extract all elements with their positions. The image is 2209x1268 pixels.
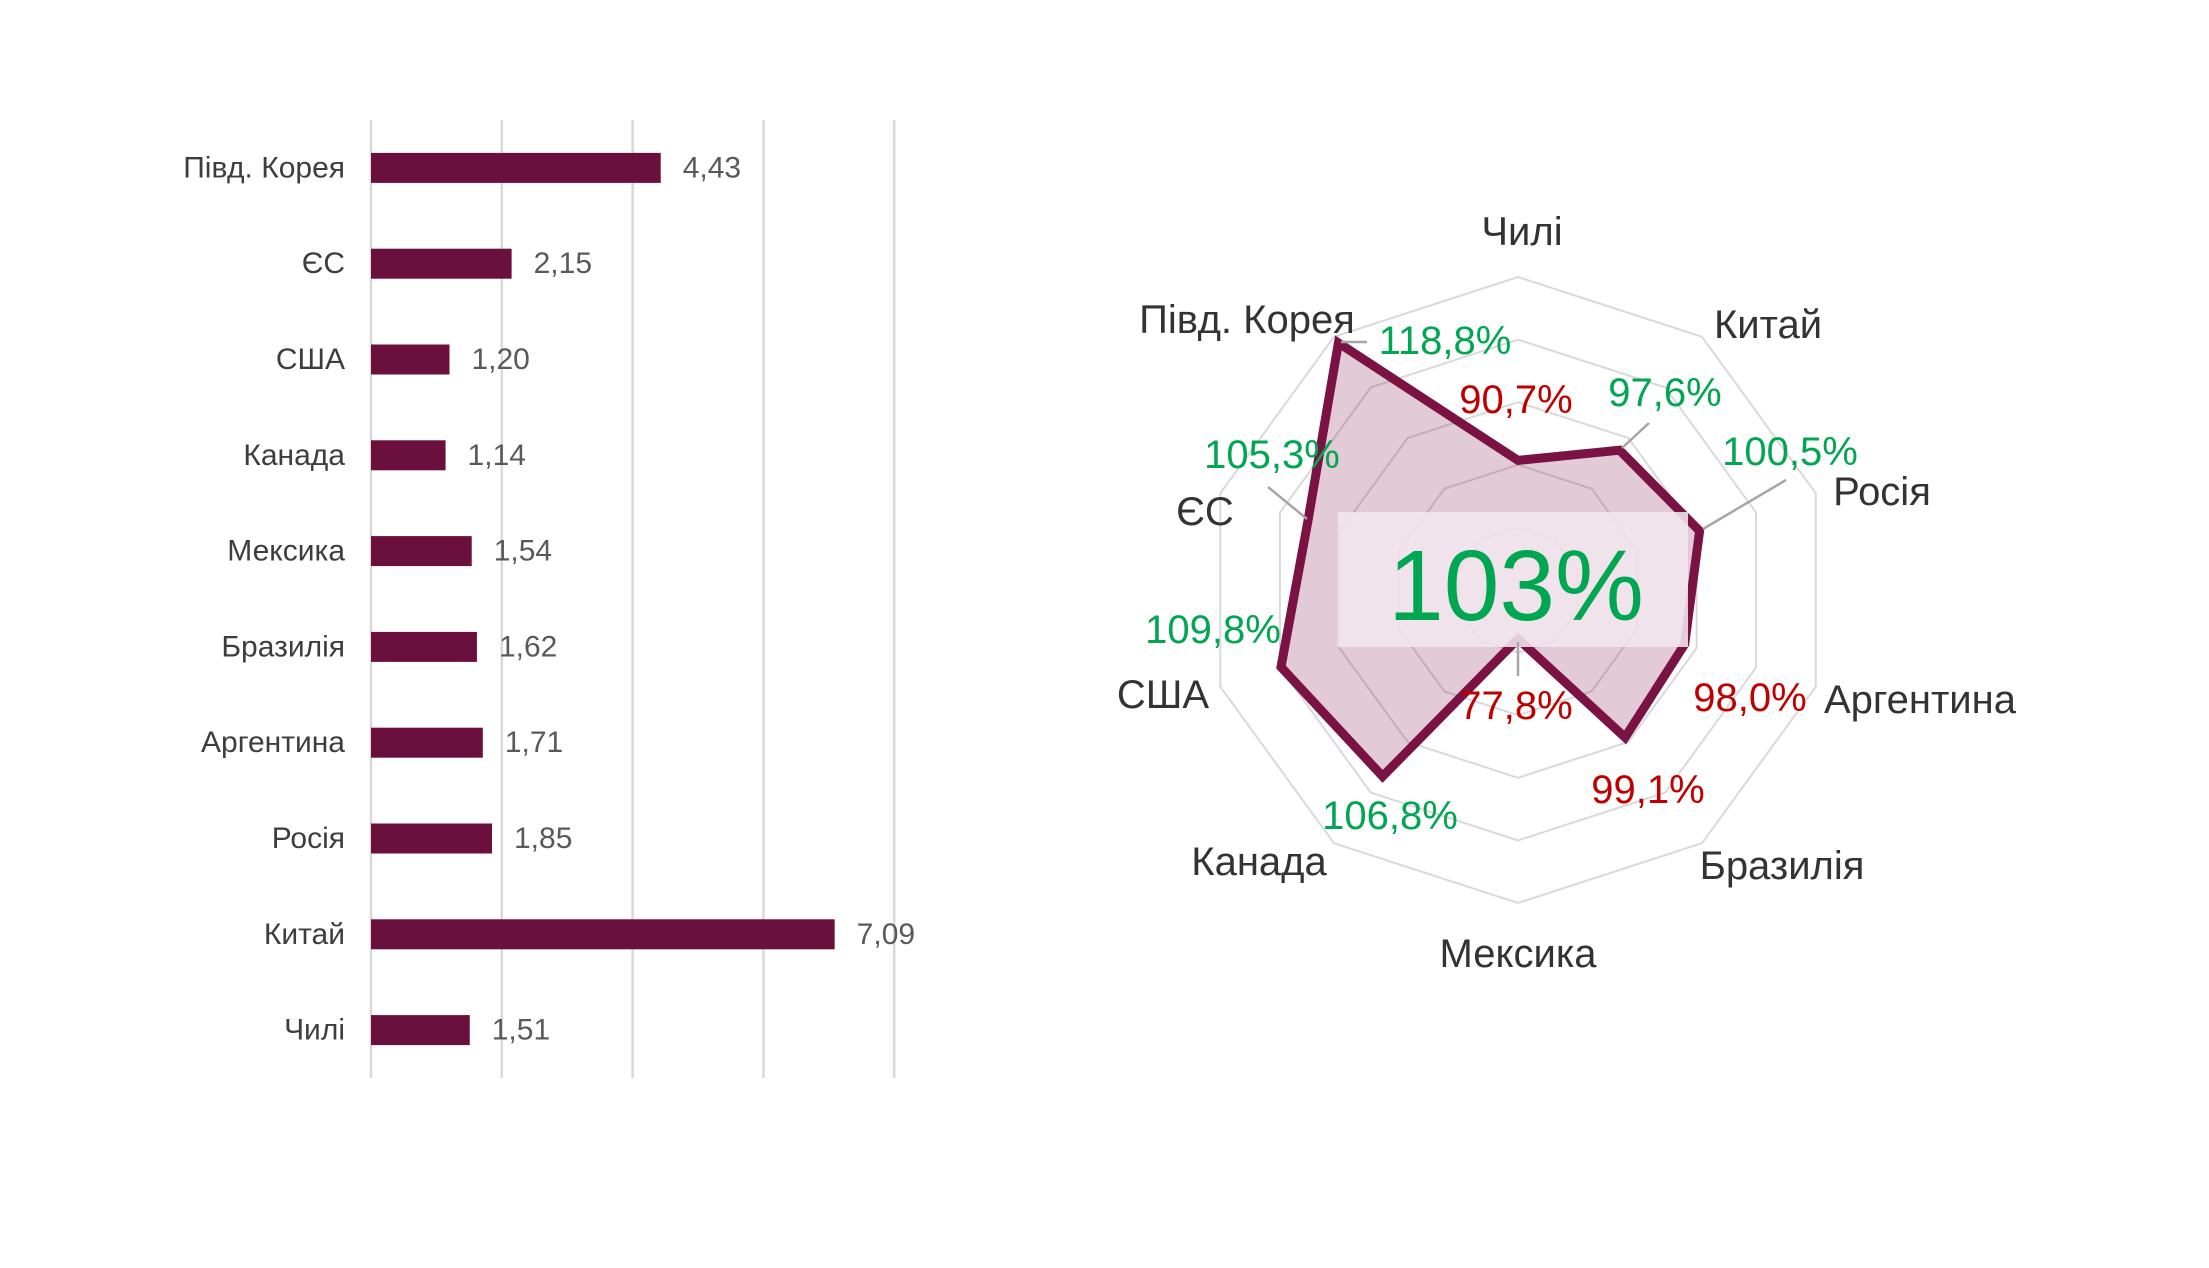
- radar-ring: [1278, 338, 1758, 842]
- bar-chart: Півд. Корея 4,43 ЄС 2,15 США 1,20 Канада 1,14 Ме…: [183, 120, 915, 1078]
- radar-category-label: Аргентина: [1824, 678, 2017, 722]
- radar-category-label: ЄС: [1176, 490, 1234, 534]
- radar-value-label: 118,8%: [1379, 319, 1512, 363]
- leader-line: [1267, 486, 1308, 520]
- radar-category-label: Бразилія: [1700, 844, 1865, 888]
- bar-value-label: 7,09: [857, 918, 915, 951]
- radar-center-label: 103%: [1388, 530, 1644, 642]
- bar-value-label: 1,54: [494, 535, 552, 568]
- bar-category-label: США: [276, 343, 345, 376]
- radar-category-label: Чилі: [1481, 210, 1562, 254]
- bar-category-label: Чилі: [284, 1014, 345, 1047]
- bar-category-label: Півд. Корея: [183, 151, 345, 184]
- radar-value-label: 90,7%: [1459, 378, 1572, 422]
- radar-chart: 103% Чилі Китай Росія Аргентина Бразилія Мекси…: [1117, 210, 2017, 976]
- bar-value-label: 1,62: [499, 630, 557, 663]
- bar-category-label: Китай: [264, 918, 345, 951]
- leader-line: [1702, 478, 1787, 531]
- bar-category-label: Бразилія: [221, 630, 345, 663]
- radar-value-label: 105,3%: [1204, 433, 1340, 477]
- radar-value-label: 106,8%: [1322, 794, 1458, 838]
- bar-category-label: ЄС: [302, 247, 345, 280]
- bar: [371, 152, 661, 183]
- radar-category-label: Мексика: [1440, 932, 1598, 976]
- radar-category-label: Росія: [1833, 470, 1931, 514]
- bar: [371, 536, 472, 567]
- radar-value-label: 109,8%: [1145, 608, 1281, 652]
- radar-category-label: Канада: [1191, 840, 1327, 884]
- bar-category-label: Канада: [243, 439, 345, 472]
- bar-value-label: 1,71: [505, 726, 563, 759]
- bar: [371, 631, 477, 662]
- bar-value-label: 1,14: [468, 439, 526, 472]
- bar: [371, 248, 512, 279]
- radar-category-label: Півд. Корея: [1139, 298, 1355, 342]
- bar-category-label: Аргентина: [201, 726, 345, 759]
- bar: [371, 344, 450, 375]
- bar-category-label: Мексика: [227, 535, 345, 568]
- bar-category-label: Росія: [272, 822, 345, 855]
- bar: [371, 823, 492, 854]
- radar-value-label: 100,5%: [1722, 430, 1858, 474]
- bar: [371, 727, 483, 758]
- radar-ring: [1219, 275, 1817, 905]
- bar-value-label: 1,85: [514, 822, 572, 855]
- leader-line: [1621, 422, 1650, 449]
- radar-value-label: 77,8%: [1459, 684, 1572, 728]
- radar-category-label: США: [1117, 673, 1210, 717]
- bar: [371, 919, 835, 950]
- bar: [371, 1015, 470, 1046]
- radar-center-box: [1338, 512, 1688, 647]
- bar-value-label: 1,20: [471, 343, 529, 376]
- bar: [371, 440, 446, 471]
- bar-value-label: 2,15: [534, 247, 592, 280]
- radar-category-label: Китай: [1714, 303, 1822, 347]
- radar-value-label: 97,6%: [1608, 371, 1721, 415]
- bar-value-label: 4,43: [683, 151, 741, 184]
- bar-value-label: 1,51: [492, 1014, 550, 1047]
- radar-value-label: 99,1%: [1591, 768, 1704, 812]
- radar-value-label: 98,0%: [1693, 676, 1806, 720]
